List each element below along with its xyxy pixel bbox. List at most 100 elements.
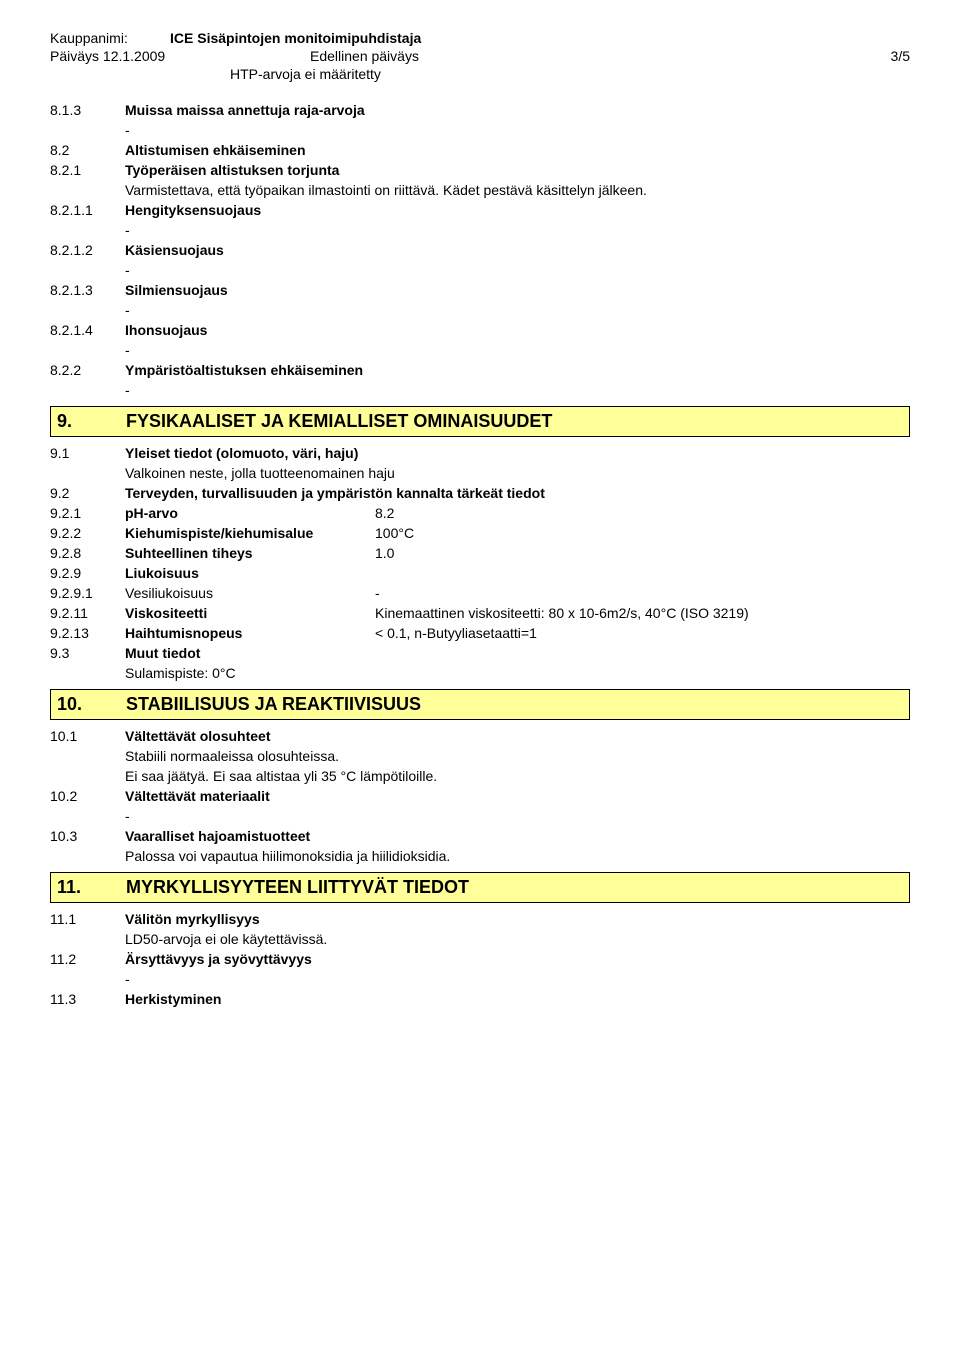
entry-8-2-2: 8.2.2 Ympäristöaltistuksen ehkäiseminen xyxy=(50,362,910,378)
section-10-header: 10. STABIILISUUS JA REAKTIIVISUUS xyxy=(50,689,910,720)
entry-9-2-13: 9.2.13 Haihtumisnopeus < 0.1, n-Butyylia… xyxy=(50,625,910,641)
entry-9-2-8: 9.2.8 Suhteellinen tiheys 1.0 xyxy=(50,545,910,561)
section-title: MYRKYLLISYYTEEN LIITTYVÄT TIEDOT xyxy=(126,877,469,898)
entry-label: pH-arvo xyxy=(125,505,375,521)
entry-10-3: 10.3 Vaaralliset hajoamistuotteet xyxy=(50,828,910,844)
entry-label: Muissa maissa annettuja raja-arvoja xyxy=(125,102,910,118)
header-row-2: Päiväys 12.1.2009 Edellinen päiväys 3/5 xyxy=(50,48,910,64)
entry-label: Ympäristöaltistuksen ehkäiseminen xyxy=(125,362,910,378)
section-9-header: 9. FYSIKAALISET JA KEMIALLISET OMINAISUU… xyxy=(50,406,910,437)
entry-label: Silmiensuojaus xyxy=(125,282,910,298)
entry-num: 10.3 xyxy=(50,828,125,844)
entry-label: Muut tiedot xyxy=(125,645,910,661)
section-num: 9. xyxy=(57,411,126,432)
entry-label: Välitön myrkyllisyys xyxy=(125,911,910,927)
entry-num: 9.2.13 xyxy=(50,625,125,641)
entry-num: 8.2.1.3 xyxy=(50,282,125,298)
page-number: 3/5 xyxy=(850,48,910,64)
entry-9-3: 9.3 Muut tiedot xyxy=(50,645,910,661)
entry-label: Vältettävät olosuhteet xyxy=(125,728,910,744)
entry-11-1: 11.1 Välitön myrkyllisyys xyxy=(50,911,910,927)
entry-num: 9.2.11 xyxy=(50,605,125,621)
entry-11-2: 11.2 Ärsyttävyys ja syövyttävyys xyxy=(50,951,910,967)
entry-body: - xyxy=(125,122,910,138)
entry-num: 8.2.1 xyxy=(50,162,125,178)
entry-9-2-9-1: 9.2.9.1 Vesiliukoisuus - xyxy=(50,585,910,601)
entry-num: 9.2.9.1 xyxy=(50,585,125,601)
entry-num: 8.2.1.2 xyxy=(50,242,125,258)
entry-num: 9.2 xyxy=(50,485,125,501)
entry-label: Terveyden, turvallisuuden ja ympäristön … xyxy=(125,485,910,501)
entry-label: Käsiensuojaus xyxy=(125,242,910,258)
entry-value: 100°C xyxy=(375,525,910,541)
entry-label: Ärsyttävyys ja syövyttävyys xyxy=(125,951,910,967)
entry-label: Herkistyminen xyxy=(125,991,910,1007)
section-11-header: 11. MYRKYLLISYYTEEN LIITTYVÄT TIEDOT xyxy=(50,872,910,903)
entry-body: Ei saa jäätyä. Ei saa altistaa yli 35 °C… xyxy=(125,768,910,784)
section-title: STABIILISUUS JA REAKTIIVISUUS xyxy=(126,694,421,715)
entry-label: Vaaralliset hajoamistuotteet xyxy=(125,828,910,844)
entry-body: - xyxy=(125,262,910,278)
entry-value: 8.2 xyxy=(375,505,910,521)
entry-body: - xyxy=(125,302,910,318)
entry-num: 10.1 xyxy=(50,728,125,744)
entry-8-1-3: 8.1.3 Muissa maissa annettuja raja-arvoj… xyxy=(50,102,910,118)
prev-date-label: Edellinen päiväys xyxy=(310,48,850,64)
htp-note: HTP-arvoja ei määritetty xyxy=(230,66,910,82)
entry-body: - xyxy=(125,971,910,987)
entry-9-2-2: 9.2.2 Kiehumispiste/kiehumisalue 100°C xyxy=(50,525,910,541)
trade-name: ICE Sisäpintojen monitoimipuhdistaja xyxy=(170,30,421,46)
entry-num: 10.2 xyxy=(50,788,125,804)
entry-num: 9.2.8 xyxy=(50,545,125,561)
entry-body: - xyxy=(125,808,910,824)
entry-num: 8.1.3 xyxy=(50,102,125,118)
entry-body: Varmistettava, että työpaikan ilmastoint… xyxy=(125,182,910,198)
entry-body: Palossa voi vapautua hiilimonoksidia ja … xyxy=(125,848,910,864)
entry-10-1: 10.1 Vältettävät olosuhteet xyxy=(50,728,910,744)
entry-body: - xyxy=(125,382,910,398)
entry-body: - xyxy=(125,342,910,358)
entry-label: Suhteellinen tiheys xyxy=(125,545,375,561)
entry-label: Liukoisuus xyxy=(125,565,375,581)
entry-num: 9.3 xyxy=(50,645,125,661)
entry-num: 11.1 xyxy=(50,911,125,927)
entry-num: 11.3 xyxy=(50,991,125,1007)
entry-9-1: 9.1 Yleiset tiedot (olomuoto, väri, haju… xyxy=(50,445,910,461)
entry-9-2: 9.2 Terveyden, turvallisuuden ja ympäris… xyxy=(50,485,910,501)
entry-label: Yleiset tiedot (olomuoto, väri, haju) xyxy=(125,445,910,461)
entry-value: - xyxy=(375,585,910,601)
entry-body: LD50-arvoja ei ole käytettävissä. xyxy=(125,931,910,947)
entry-num: 8.2 xyxy=(50,142,125,158)
entry-label: Hengityksensuojaus xyxy=(125,202,910,218)
entry-9-2-11: 9.2.11 Viskositeetti Kinemaattinen visko… xyxy=(50,605,910,621)
entry-body: Sulamispiste: 0°C xyxy=(125,665,910,681)
date-label: Päiväys 12.1.2009 xyxy=(50,48,310,64)
entry-8-2-1-4: 8.2.1.4 Ihonsuojaus xyxy=(50,322,910,338)
entry-label: Viskositeetti xyxy=(125,605,375,621)
entry-num: 8.2.2 xyxy=(50,362,125,378)
entry-10-2: 10.2 Vältettävät materiaalit xyxy=(50,788,910,804)
entry-num: 9.2.1 xyxy=(50,505,125,521)
entry-label: Haihtumisnopeus xyxy=(125,625,375,641)
entry-num: 11.2 xyxy=(50,951,125,967)
entry-body: - xyxy=(125,222,910,238)
entry-label: Vesiliukoisuus xyxy=(125,585,375,601)
entry-value: < 0.1, n-Butyyliasetaatti=1 xyxy=(375,625,910,641)
section-title: FYSIKAALISET JA KEMIALLISET OMINAISUUDET xyxy=(126,411,552,432)
entry-value: 1.0 xyxy=(375,545,910,561)
trade-name-label: Kauppanimi: xyxy=(50,30,170,46)
entry-9-2-9: 9.2.9 Liukoisuus xyxy=(50,565,910,581)
section-num: 11. xyxy=(57,877,126,898)
entry-label: Työperäisen altistuksen torjunta xyxy=(125,162,910,178)
entry-num: 8.2.1.1 xyxy=(50,202,125,218)
entry-label: Vältettävät materiaalit xyxy=(125,788,910,804)
entry-11-3: 11.3 Herkistyminen xyxy=(50,991,910,1007)
entry-body: Valkoinen neste, jolla tuotteenomainen h… xyxy=(125,465,910,481)
entry-8-2-1: 8.2.1 Työperäisen altistuksen torjunta xyxy=(50,162,910,178)
entry-label: Altistumisen ehkäiseminen xyxy=(125,142,910,158)
entry-8-2-1-2: 8.2.1.2 Käsiensuojaus xyxy=(50,242,910,258)
entry-label: Ihonsuojaus xyxy=(125,322,910,338)
entry-body: Stabiili normaaleissa olosuhteissa. xyxy=(125,748,910,764)
section-num: 10. xyxy=(57,694,126,715)
entry-value: Kinemaattinen viskositeetti: 80 x 10-6m2… xyxy=(375,605,910,621)
